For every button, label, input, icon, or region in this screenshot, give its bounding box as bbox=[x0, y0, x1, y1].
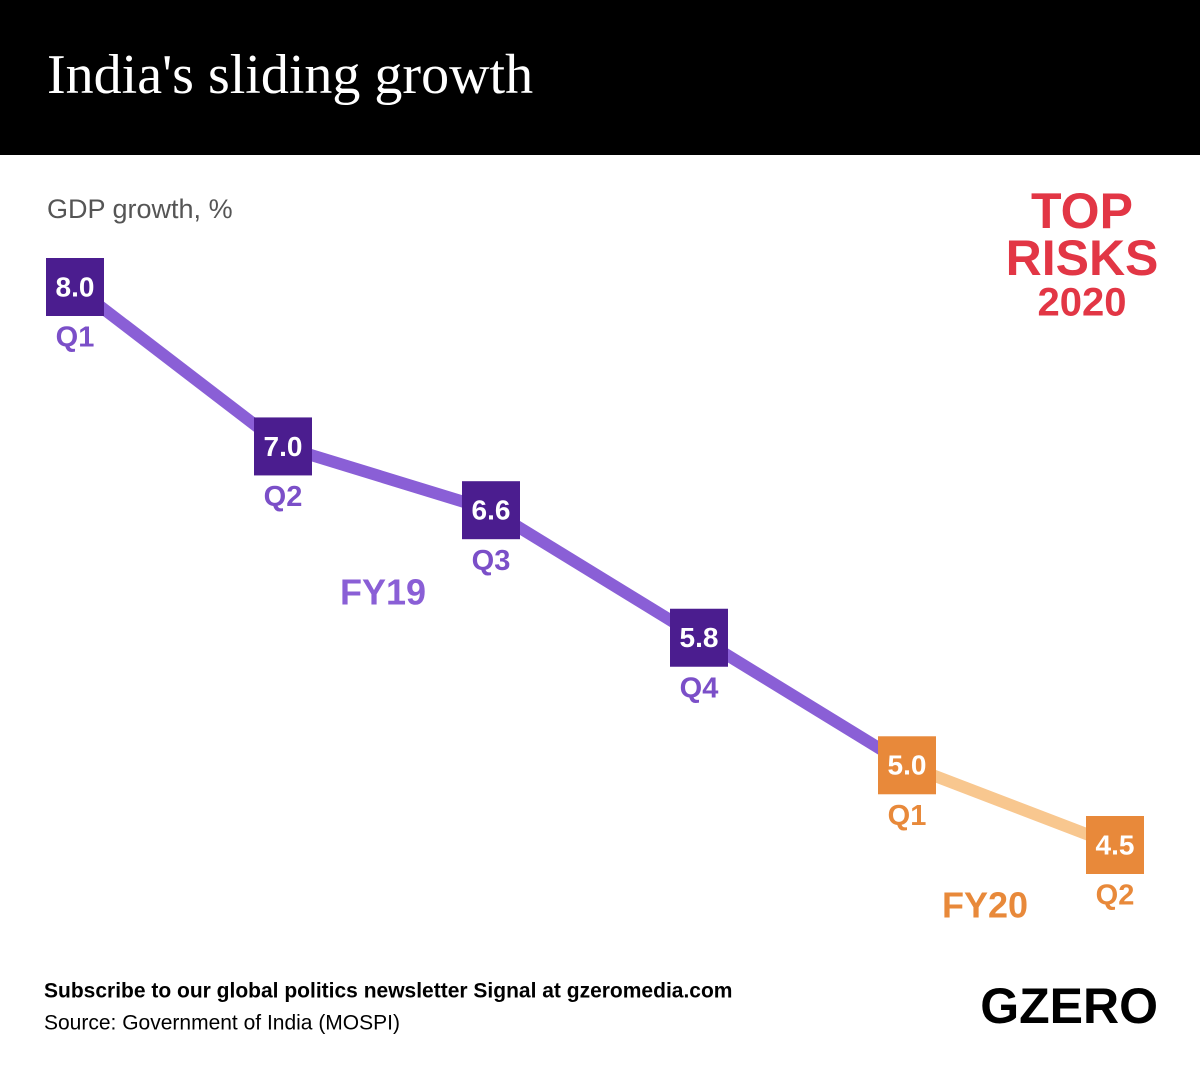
line-segment bbox=[695, 632, 911, 771]
data-label: 8.0 bbox=[56, 271, 95, 302]
point-box bbox=[462, 481, 520, 540]
group-label: FY20 bbox=[942, 885, 1028, 926]
point-box bbox=[254, 417, 312, 476]
header-bar bbox=[0, 0, 1200, 155]
x-tick-label: Q2 bbox=[264, 481, 303, 513]
group-label: FY19 bbox=[340, 572, 426, 613]
x-tick-label: Q4 bbox=[680, 672, 719, 704]
data-label: 4.5 bbox=[1096, 829, 1135, 860]
data-label: 6.6 bbox=[472, 495, 511, 526]
line-segment bbox=[281, 440, 493, 516]
data-label: 5.0 bbox=[888, 750, 927, 781]
line-segment bbox=[487, 505, 703, 643]
x-tick-label: Q1 bbox=[56, 322, 95, 354]
line-segment bbox=[904, 759, 1118, 851]
x-tick-label: Q1 bbox=[888, 800, 927, 832]
source: Source: Government of India (MOSPI) bbox=[44, 1012, 400, 1035]
subtitle: GDP growth, % bbox=[47, 194, 233, 224]
badge-line: TOP bbox=[1031, 183, 1133, 239]
x-tick-label: Q3 bbox=[472, 545, 511, 577]
data-label: 7.0 bbox=[264, 431, 303, 462]
badge-line: RISKS bbox=[1006, 230, 1159, 286]
line-segment bbox=[71, 282, 287, 452]
point-box bbox=[1086, 816, 1144, 874]
brand: GZERO bbox=[980, 978, 1158, 1034]
badge-line: 2020 bbox=[1038, 281, 1127, 325]
point-box bbox=[46, 258, 104, 316]
x-tick-label: Q2 bbox=[1096, 880, 1135, 912]
data-label: 5.8 bbox=[680, 622, 719, 653]
point-box bbox=[670, 608, 728, 667]
point-box bbox=[878, 736, 936, 795]
badge: TOP RISKS 2020 bbox=[1006, 183, 1159, 324]
chart-title: India's sliding growth bbox=[47, 44, 533, 106]
footer: Subscribe to our global politics newslet… bbox=[44, 980, 732, 1003]
